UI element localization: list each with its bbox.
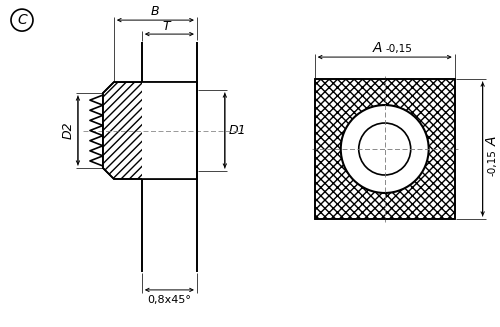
Text: -0,15: -0,15 <box>386 44 412 54</box>
Text: T: T <box>162 20 170 33</box>
Text: C: C <box>17 13 27 27</box>
Text: -0,15: -0,15 <box>488 149 498 177</box>
Polygon shape <box>315 79 454 219</box>
Text: 0,8x45°: 0,8x45° <box>148 295 192 305</box>
Polygon shape <box>142 82 197 179</box>
Polygon shape <box>103 82 197 179</box>
Text: A: A <box>486 136 500 146</box>
Circle shape <box>358 123 410 175</box>
Text: D1: D1 <box>229 124 246 137</box>
Circle shape <box>341 105 428 193</box>
Polygon shape <box>315 79 454 219</box>
Text: A: A <box>373 41 382 55</box>
Text: B: B <box>151 5 160 18</box>
Polygon shape <box>103 82 197 179</box>
Text: D2: D2 <box>62 122 74 139</box>
